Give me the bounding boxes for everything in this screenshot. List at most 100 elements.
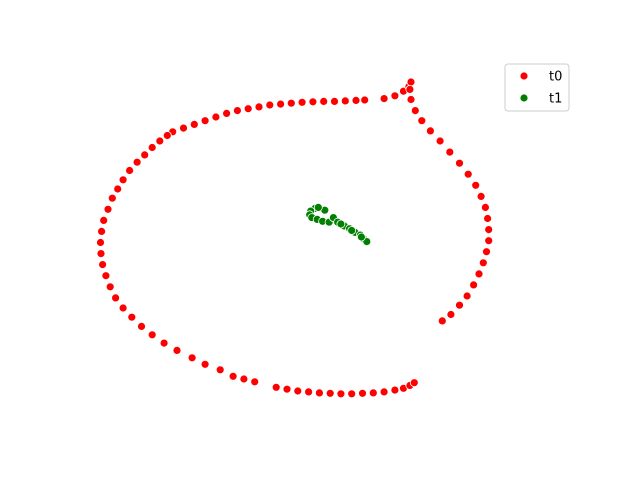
point-t0-88 (417, 116, 427, 126)
point-t0-62 (358, 388, 367, 398)
point-t0-1 (179, 123, 188, 133)
point-t0-75 (478, 258, 488, 268)
point-t0-38 (98, 260, 107, 270)
point-t0-72 (462, 291, 472, 301)
point-t0-50 (215, 365, 225, 375)
point-t0-34 (99, 215, 109, 225)
point-t0-12 (297, 97, 307, 107)
point-t0-81 (476, 191, 486, 201)
point-t0-26 (147, 143, 157, 152)
point-t0-69 (437, 316, 447, 326)
point-t0-55 (282, 384, 292, 394)
point-t0-14 (319, 97, 329, 106)
point-t0-3 (200, 116, 210, 126)
point-t0-42 (118, 303, 128, 313)
legend-marker-t1 (519, 93, 529, 103)
point-t0-29 (125, 166, 135, 175)
point-t1-9 (313, 202, 323, 212)
point-t0-64 (379, 387, 389, 397)
point-t0-25 (155, 136, 165, 146)
series-t0 (96, 77, 494, 399)
point-t0-83 (463, 169, 473, 179)
point-t0-61 (347, 389, 357, 399)
point-t0-85 (445, 147, 455, 157)
point-t0-20 (390, 91, 400, 101)
point-t0-65 (390, 385, 400, 395)
point-t0-30 (118, 175, 128, 185)
point-t0-44 (137, 321, 146, 331)
point-t0-84 (455, 158, 464, 168)
point-t0-6 (232, 106, 242, 115)
point-t0-82 (471, 180, 481, 190)
point-t0-16 (340, 96, 350, 106)
point-t0-28 (132, 157, 142, 167)
point-t0-51 (228, 371, 238, 381)
point-t0-31 (113, 184, 123, 194)
legend: t0 t1 (504, 63, 570, 112)
point-t0-52 (239, 374, 249, 384)
point-t0-46 (159, 338, 169, 348)
point-t0-4 (211, 112, 221, 122)
point-t0-45 (147, 330, 157, 340)
point-t0-47 (172, 345, 182, 355)
point-t0-79 (483, 214, 493, 223)
point-t0-37 (96, 249, 106, 259)
point-t0-35 (97, 226, 106, 236)
point-t0-5 (222, 109, 232, 118)
point-t0-60 (336, 389, 346, 399)
point-t0-13 (308, 97, 318, 107)
point-t0-32 (107, 193, 117, 203)
point-t0-53 (250, 377, 260, 387)
point-t0-78 (484, 225, 494, 235)
point-t0-76 (482, 247, 491, 257)
points-layer (96, 77, 494, 399)
point-t0-80 (480, 202, 490, 212)
point-t0-86 (435, 136, 445, 146)
point-t0-57 (304, 387, 314, 397)
point-t0-17 (351, 96, 361, 105)
legend-marker-t0 (519, 71, 529, 81)
point-t0-73 (469, 280, 479, 290)
point-t0-40 (105, 282, 115, 292)
point-t0-59 (325, 388, 335, 398)
legend-label-t1: t1 (549, 92, 562, 107)
legend-label-t0: t0 (549, 70, 562, 85)
point-t0-54 (271, 382, 281, 392)
point-t0-9 (265, 100, 275, 110)
point-t0-18 (360, 95, 370, 105)
series-t1 (305, 202, 372, 247)
point-t0-24 (162, 131, 172, 140)
point-t0-8 (254, 102, 264, 112)
point-t0-10 (276, 99, 286, 109)
point-t1-19 (336, 219, 346, 229)
point-t0-71 (455, 300, 464, 310)
point-t0-27 (140, 150, 150, 160)
point-t0-41 (111, 293, 120, 303)
point-t0-63 (368, 388, 378, 398)
point-t0-2 (189, 120, 199, 129)
point-t0-43 (127, 312, 137, 322)
point-t0-23 (406, 77, 416, 87)
point-t0-39 (101, 271, 111, 281)
point-t0-33 (103, 204, 113, 214)
point-t0-87 (425, 126, 435, 136)
point-t1-18 (347, 226, 357, 235)
point-t0-91 (405, 85, 415, 94)
point-t0-15 (330, 97, 339, 106)
point-t0-70 (446, 310, 456, 319)
point-t0-89 (410, 106, 420, 115)
point-t1-17 (356, 232, 366, 242)
point-t0-77 (484, 236, 494, 246)
point-t0-68 (409, 378, 419, 388)
point-t0-49 (200, 359, 210, 369)
point-t0-7 (243, 104, 253, 114)
point-t0-48 (187, 353, 197, 363)
point-t0-36 (96, 238, 105, 247)
point-t0-56 (293, 386, 303, 396)
point-t0-90 (406, 95, 416, 104)
point-t0-11 (286, 98, 296, 108)
point-t0-58 (314, 388, 324, 398)
point-t0-19 (379, 94, 389, 103)
point-t0-74 (474, 269, 484, 279)
